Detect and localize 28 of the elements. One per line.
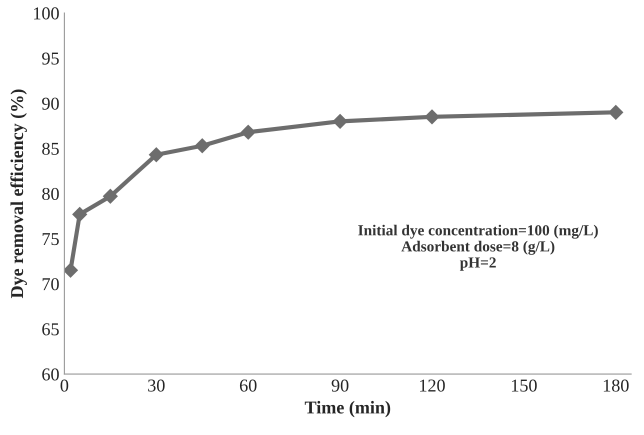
y-tick-label: 65 [42, 323, 59, 336]
y-tick-label: 60 [42, 368, 59, 381]
x-tick-label: 60 [240, 379, 257, 392]
y-tick-label: 95 [42, 52, 59, 65]
y-tick-label: 100 [34, 7, 59, 20]
point [240, 124, 256, 140]
y-tick-label: 80 [42, 188, 59, 200]
x-tick-label: 120 [420, 379, 445, 392]
point [332, 114, 348, 129]
x-tick-label: 0 [60, 379, 68, 392]
point [608, 104, 624, 120]
y-axis-title: Dye removal efficiency (%) [10, 90, 27, 298]
x-tick-label: 90 [332, 379, 348, 392]
point [148, 147, 164, 162]
y-tick-label: 75 [42, 233, 59, 246]
x-axis-title: Time (min) [304, 400, 390, 418]
x-tick-label: 150 [512, 379, 537, 392]
point [72, 206, 88, 222]
y-tick-label: 85 [42, 142, 59, 155]
x-tick-label: 30 [148, 379, 165, 392]
annotation: Initial dye concentration=100 (mg/L) Adsorbent dose=8 (g/L) pH=2 [358, 224, 598, 271]
y-tick-label: 90 [42, 98, 59, 110]
point [424, 109, 440, 124]
point [64, 262, 78, 278]
x-tick-label: 180 [604, 379, 629, 392]
point [102, 188, 118, 204]
point [194, 138, 210, 154]
y-tick-label: 70 [42, 278, 59, 290]
